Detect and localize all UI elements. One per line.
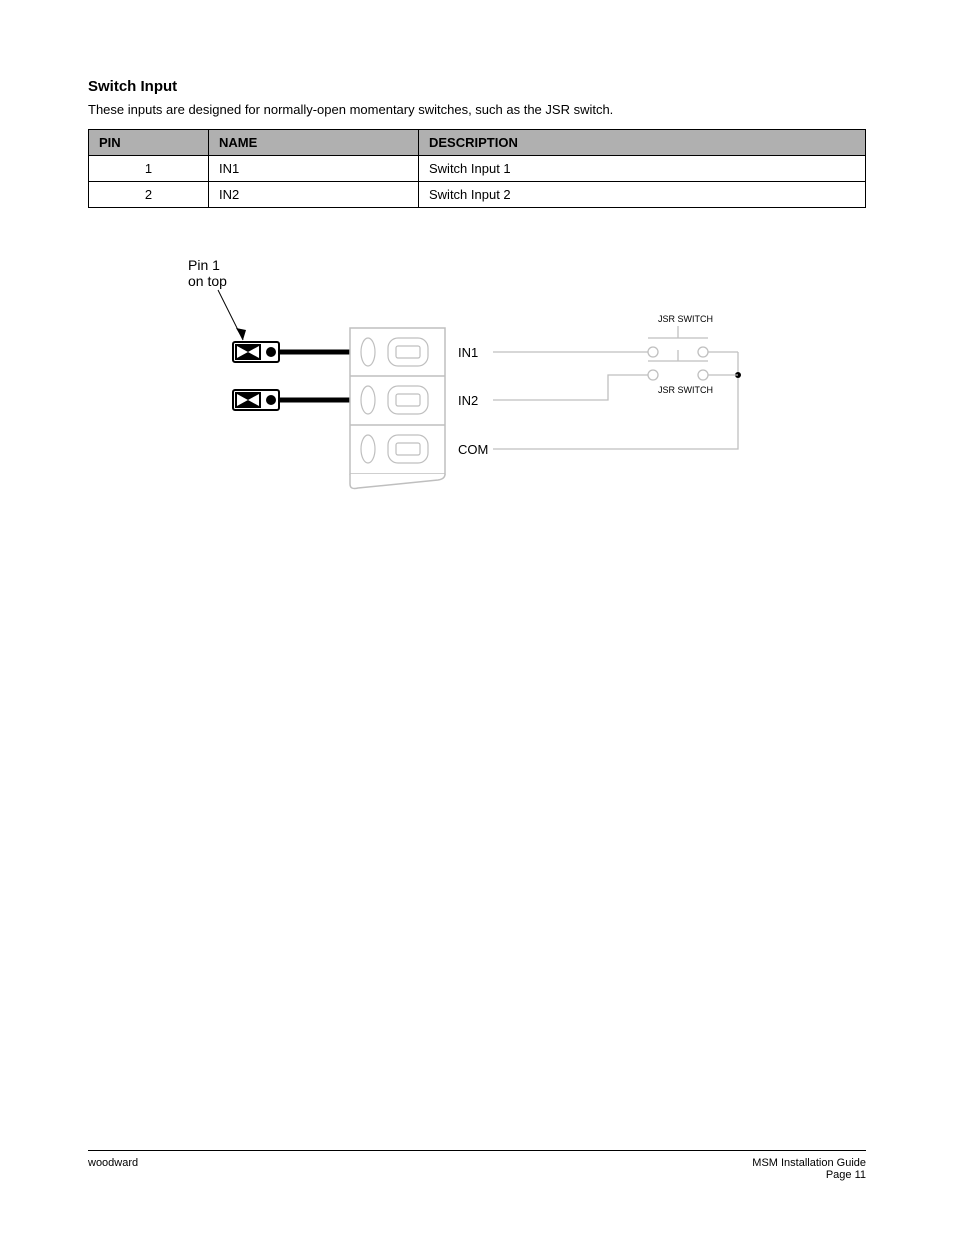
label-in2: IN2 [458,393,478,408]
section-paragraph: These inputs are designed for normally-o… [88,101,866,119]
page-footer: woodward MSM Installation Guide Page 11 [88,1150,866,1181]
label-jsr-switch-2: JSR SWITCH [658,385,713,395]
label-jsr-switch-1: JSR SWITCH [658,314,713,324]
th-pin: PIN [89,129,209,155]
ferrule-icon [233,342,279,362]
th-name: NAME [209,129,419,155]
ferrule-icon [233,390,279,410]
footer-page-number: Page 11 [752,1169,866,1181]
inputs-table: PIN NAME DESCRIPTION 1 IN1 Switch Input … [88,129,866,208]
terminal-block-icon [350,328,445,489]
table-header-row: PIN NAME DESCRIPTION [89,129,866,155]
cell-desc: Switch Input 1 [419,155,866,181]
callout-line1: Pin 1 [188,257,220,273]
cell-pin: 2 [89,181,209,207]
label-com: COM [458,442,488,457]
callout-line2: on top [188,273,227,289]
switch-input-figure: Pin 1 on top [88,230,866,560]
footer-left: woodward [88,1157,138,1181]
cell-desc: Switch Input 2 [419,181,866,207]
cell-name: IN1 [209,155,419,181]
table-row: 2 IN2 Switch Input 2 [89,181,866,207]
switch-icon [648,350,738,380]
cell-pin: 1 [89,155,209,181]
th-desc: DESCRIPTION [419,129,866,155]
table-row: 1 IN1 Switch Input 1 [89,155,866,181]
footer-doc-title: MSM Installation Guide [752,1157,866,1169]
label-in1: IN1 [458,345,478,360]
section-heading: Switch Input [88,78,866,95]
figure-svg: Pin 1 on top [88,230,866,560]
footer-right: MSM Installation Guide Page 11 [752,1157,866,1181]
switch-icon [648,326,738,357]
cell-name: IN2 [209,181,419,207]
